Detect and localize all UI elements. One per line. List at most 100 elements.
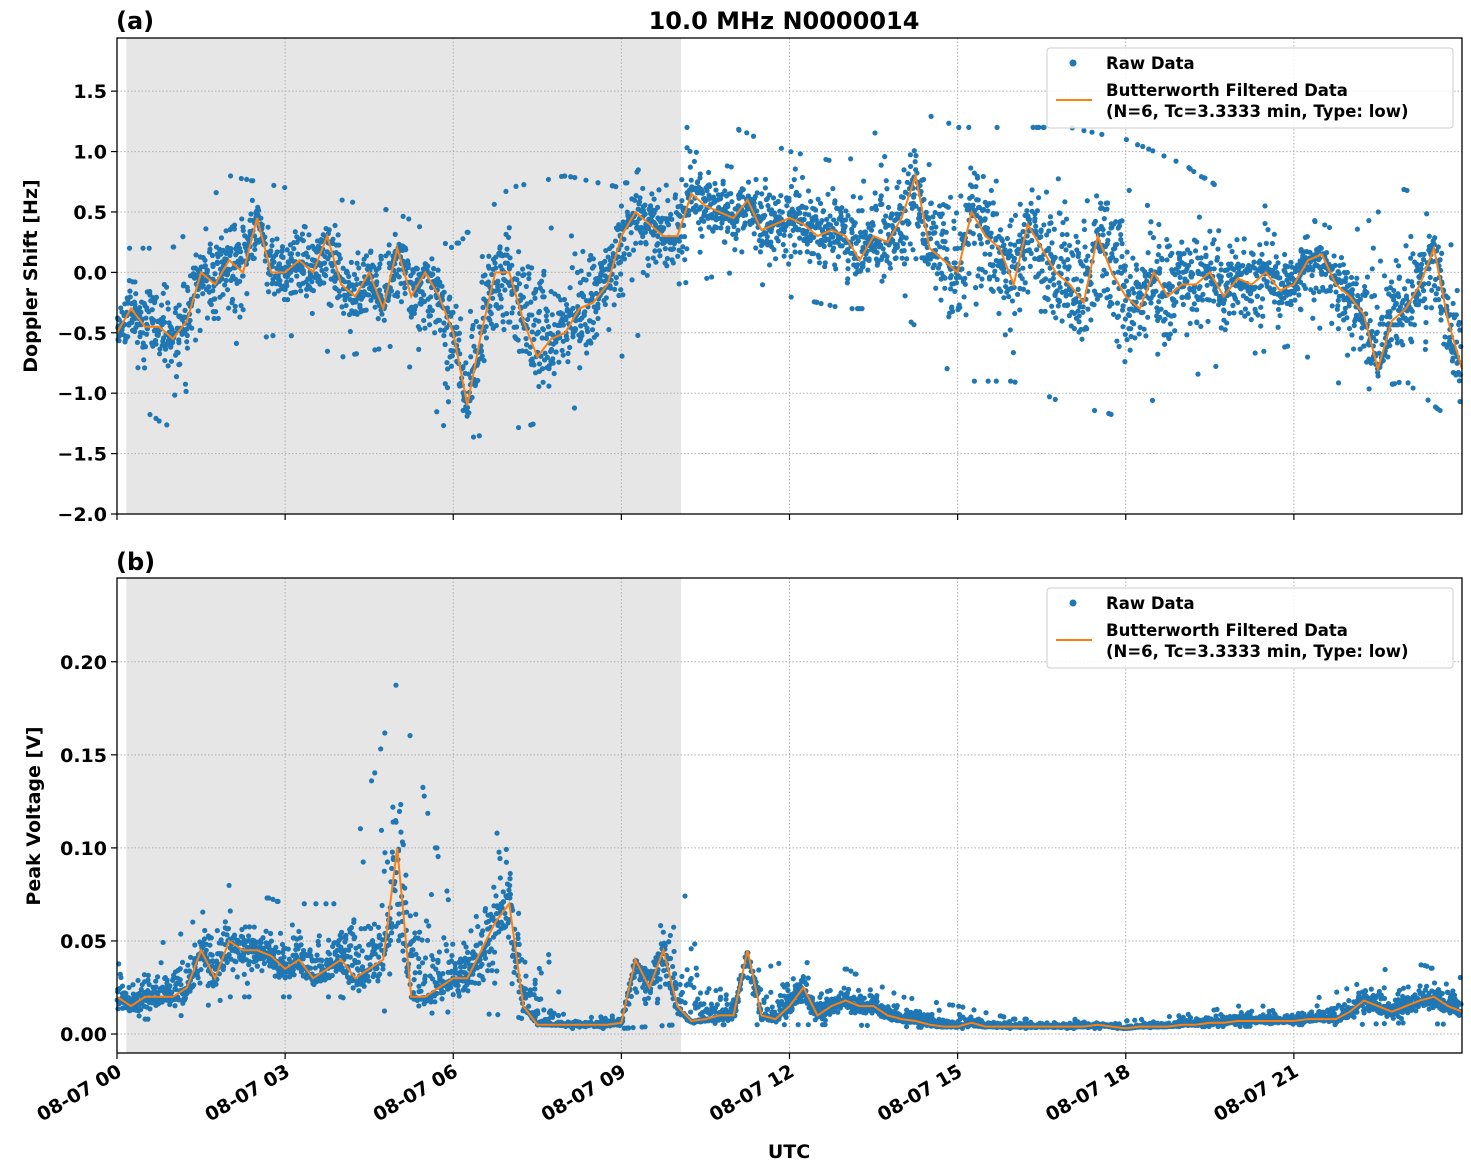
raw-data-point [663,246,668,251]
raw-data-point [382,730,387,735]
raw-data-point [959,266,964,271]
raw-data-point [133,291,138,296]
raw-data-point [937,262,942,267]
raw-data-point [514,324,519,329]
raw-data-point [260,935,265,940]
raw-data-point [379,312,384,317]
raw-data-point [385,859,390,864]
raw-data-point [515,271,520,276]
raw-data-point [323,273,328,278]
raw-data-point [178,977,183,982]
raw-data-point [1211,298,1216,303]
raw-data-point [499,296,504,301]
raw-data-point [1405,380,1410,385]
raw-data-point [595,316,600,321]
raw-data-point [536,330,541,335]
raw-data-point [996,311,1001,316]
raw-data-point [1354,281,1359,286]
raw-data-point [1095,228,1100,233]
raw-data-point [242,972,247,977]
raw-data-point [939,232,944,237]
raw-data-point [356,960,361,965]
raw-data-point [135,365,140,370]
raw-data-point [226,926,231,931]
raw-data-point [633,241,638,246]
raw-data-point [752,200,757,205]
raw-data-point [1292,298,1297,303]
raw-data-point [233,304,238,309]
raw-data-point [553,350,558,355]
raw-data-point [653,260,658,265]
raw-data-point [1366,218,1371,223]
raw-data-point [792,249,797,254]
raw-data-point [1375,305,1380,310]
raw-data-point [177,303,182,308]
raw-data-point [694,150,699,155]
raw-data-point [271,260,276,265]
raw-data-point [1143,333,1148,338]
raw-data-point [671,246,676,251]
raw-data-point [185,333,190,338]
raw-data-point [398,830,403,835]
raw-data-point [237,279,242,284]
raw-data-point [480,354,485,359]
raw-data-point [755,190,760,195]
raw-data-point [451,349,456,354]
raw-data-point [544,313,549,318]
raw-data-point [354,282,359,287]
raw-data-point [561,353,566,358]
raw-data-point [1410,385,1415,390]
raw-data-point [466,410,471,415]
raw-data-point [627,252,632,257]
raw-data-point [287,994,292,999]
raw-data-point [655,241,660,246]
panel-label-b: (b) [116,548,155,576]
raw-data-point [1013,213,1018,218]
raw-data-point [632,198,637,203]
raw-data-point [198,967,203,972]
raw-data-point [1437,408,1442,413]
raw-data-point [583,178,588,183]
raw-data-point [671,260,676,265]
raw-data-point [546,366,551,371]
raw-data-point [940,211,945,216]
raw-data-point [525,317,530,322]
raw-data-point [1051,276,1056,281]
raw-data-point [454,325,459,330]
raw-data-point [924,210,929,215]
raw-data-point [1076,254,1081,259]
raw-data-point [530,329,535,334]
raw-data-point [477,433,482,438]
raw-data-point [1053,255,1058,260]
raw-data-point [1399,339,1404,344]
raw-data-point [145,1017,150,1022]
raw-data-point [612,287,617,292]
raw-data-point [245,981,250,986]
raw-data-point [655,205,660,210]
raw-data-point [978,236,983,241]
x-tick-label: 08-07 21 [1210,1060,1302,1126]
raw-data-point [1121,303,1126,308]
raw-data-point [349,260,354,265]
raw-data-point [1063,247,1068,252]
legend-filtered-label: Butterworth Filtered Data [1106,81,1348,100]
raw-data-point [118,975,123,980]
raw-data-point [1145,203,1150,208]
raw-data-point [1124,337,1129,342]
raw-data-point [703,208,708,213]
raw-data-point [1082,244,1087,249]
raw-data-point [393,683,398,688]
raw-data-point [873,204,878,209]
raw-data-point [262,961,267,966]
raw-data-point [721,179,726,184]
raw-data-point [1169,267,1174,272]
raw-data-point [458,316,463,321]
raw-data-point [763,177,768,182]
raw-data-point [499,304,504,309]
raw-data-point [699,234,704,239]
raw-data-point [450,353,455,358]
raw-data-point [354,276,359,281]
raw-data-point [270,333,275,338]
raw-data-point [473,383,478,388]
raw-data-point [1380,315,1385,320]
